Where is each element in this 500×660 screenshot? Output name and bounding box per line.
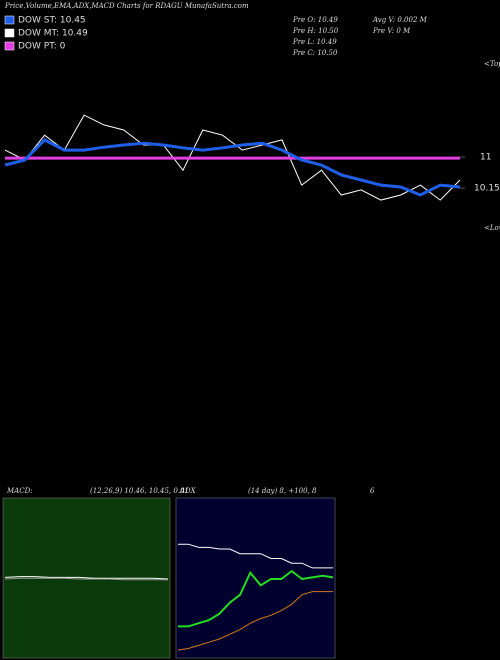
series-line bbox=[178, 543, 333, 569]
series-line bbox=[4, 576, 169, 580]
legend-swatch bbox=[4, 41, 15, 51]
legend-label: DOW PT: 0 bbox=[18, 42, 66, 52]
legend-label: DOW MT: 10.49 bbox=[18, 29, 88, 39]
panel-subtitle: (14 day) 8, +100, 8 bbox=[248, 487, 317, 495]
legend-swatch bbox=[4, 28, 15, 38]
y-tick-label: 10.15 bbox=[474, 184, 500, 194]
series-line bbox=[178, 569, 334, 628]
panel-title: MACD: bbox=[6, 487, 33, 495]
stat-label: Avg V: 0.002 M bbox=[372, 16, 428, 24]
stat-label: Pre V: 0 M bbox=[372, 27, 411, 35]
series-line bbox=[4, 114, 461, 201]
stat-label: Pre C: 10.50 bbox=[292, 49, 338, 57]
stat-label: Pre L: 10.49 bbox=[292, 38, 337, 46]
panel-title: ADX bbox=[179, 487, 197, 495]
series-line bbox=[177, 591, 333, 651]
legend-label: DOW ST: 10.45 bbox=[18, 16, 86, 26]
stat-label: Pre H: 10.50 bbox=[292, 27, 339, 35]
panel-subtitle: (12,26,9) 10.46, 10.45, 0.01 bbox=[90, 487, 189, 495]
y-tick-label: 11 bbox=[480, 153, 491, 163]
legend-swatch bbox=[4, 15, 15, 25]
annotation: <Lows bbox=[484, 224, 500, 232]
stat-label: Pre O: 10.49 bbox=[292, 16, 338, 24]
page-title: Price,Volume,EMA,ADX,MACD Charts for RDA… bbox=[4, 2, 249, 10]
series-line bbox=[4, 577, 168, 581]
series-line bbox=[4, 138, 461, 197]
annotation: <Tops bbox=[484, 60, 500, 68]
panel-note: 6 bbox=[370, 487, 375, 495]
